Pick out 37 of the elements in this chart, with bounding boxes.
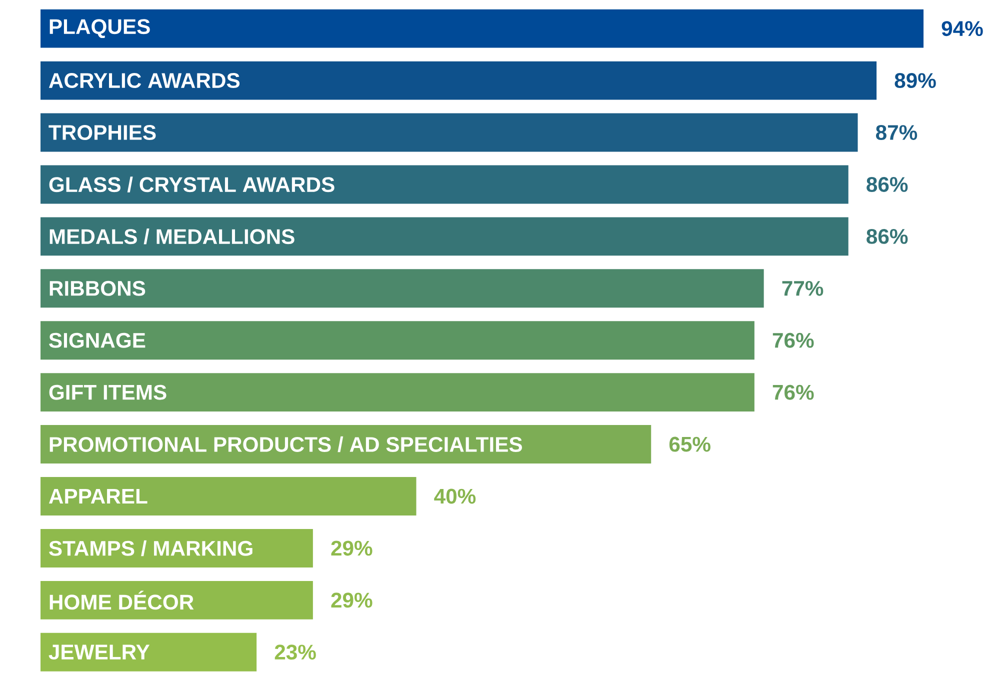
data-label: 65% [669, 437, 710, 452]
y-tick-label: STAMPS / MARKING [49, 540, 252, 556]
bar [40, 62, 877, 100]
bar [40, 269, 764, 308]
bar [40, 321, 754, 360]
bar [40, 114, 858, 152]
y-tick-label: TROPHIES [48, 125, 156, 140]
bar [40, 581, 313, 620]
y-tick-label: APPAREL [48, 489, 148, 504]
bar [40, 165, 848, 204]
data-label: 29% [331, 592, 372, 608]
data-label: 86% [866, 177, 908, 192]
y-tick-label: GLASS / CRYSTAL AWARDS [49, 176, 334, 193]
bar [40, 373, 754, 412]
data-label: 23% [274, 644, 316, 660]
y-tick-label: PLAQUES [50, 19, 150, 38]
data-label: 76% [772, 333, 814, 348]
bar [40, 477, 416, 516]
data-label: 77% [782, 281, 824, 296]
y-tick-label: JEWELRY [48, 644, 150, 660]
data-label: 40% [434, 488, 476, 504]
data-label: 87% [876, 125, 918, 140]
y-tick-label: HOME DÉCOR [50, 590, 194, 610]
data-label: 89% [894, 73, 936, 88]
data-label: 29% [331, 540, 372, 556]
bar [40, 217, 848, 256]
y-tick-label: RIBBONS [50, 281, 146, 296]
data-label: 76% [772, 385, 814, 400]
y-tick-label: MEDALS / MEDALLIONS [50, 228, 294, 245]
y-tick-label: SIGNAGE [49, 333, 146, 348]
bar [40, 10, 924, 48]
y-tick-label: ACRYLIC AWARDS [48, 73, 240, 88]
data-label: 86% [866, 229, 908, 244]
data-label: 94% [942, 21, 983, 36]
y-tick-label: PROMOTIONAL PRODUCTS / AD SPECIALTIES [50, 436, 522, 452]
y-tick-label: GIFT ITEMS [49, 385, 166, 400]
bar [40, 633, 257, 672]
